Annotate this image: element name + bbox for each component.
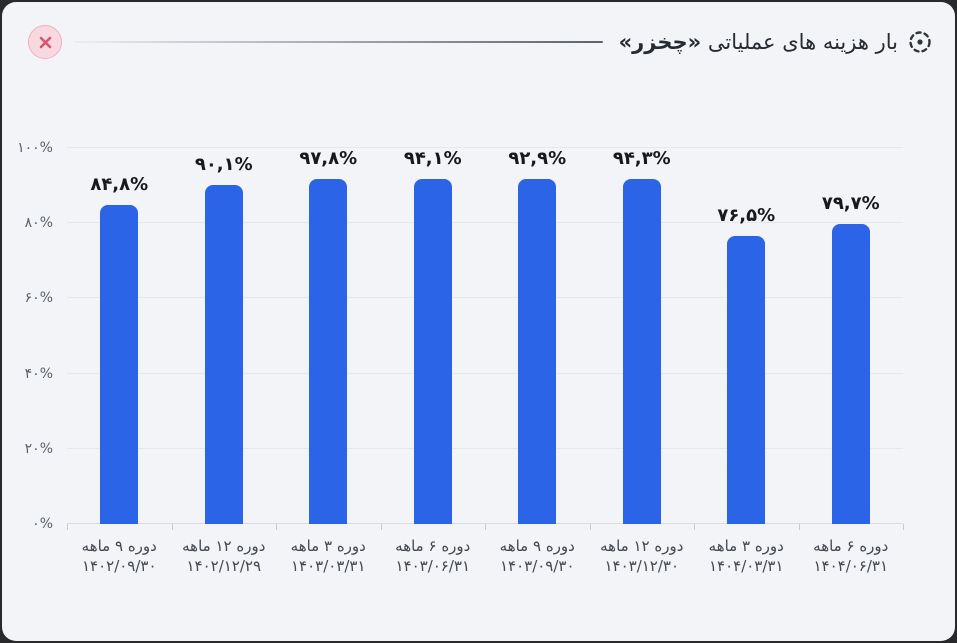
y-axis-label: ۴۰%: [24, 365, 53, 382]
bar-value-label: ۷۶,۵%: [717, 205, 776, 227]
period-label: دوره ۶ ماهه: [813, 537, 889, 555]
gridline: [67, 447, 903, 449]
period-label: دوره ۹ ماهه: [499, 537, 575, 555]
gridline: [67, 222, 903, 224]
bar-value-label: ۷۹,۷%: [821, 193, 880, 215]
bar-column: ۹۴,۳%: [590, 148, 695, 524]
period-label: دوره ۹ ماهه: [81, 537, 157, 555]
date-label: ۱۴۰۳/۱۲/۳۰: [604, 557, 680, 576]
axis-tick: [485, 524, 486, 530]
bar[interactable]: [413, 179, 452, 524]
axis-tick: [694, 524, 695, 530]
x-axis-label: دوره ۹ ماهه ۱۴۰۲/۰۹/۳۰: [67, 536, 172, 577]
date-label: ۱۴۰۳/۰۹/۳۰: [499, 557, 575, 576]
date-label: ۱۴۰۲/۰۹/۳۰: [81, 557, 157, 576]
axis-tick: [798, 524, 800, 530]
y-axis-label: ۲۰%: [24, 440, 53, 457]
bar-value-label: ۸۴,۸%: [90, 174, 149, 196]
period-label: دوره ۶ ماهه: [395, 537, 471, 555]
title-text: بار هزینه های عملیاتی: [707, 30, 898, 54]
bar-column: ۸۴,۸%: [67, 148, 172, 524]
header-divider: [74, 41, 603, 43]
bar-value-label: ۹۴,۳%: [612, 148, 671, 169]
title-ticker: «چخزر»: [618, 30, 702, 54]
x-axis-label: دوره ۳ ماهه ۱۴۰۳/۰۳/۳۱: [276, 536, 381, 577]
period-label: دوره ۱۲ ماهه: [600, 537, 684, 555]
gridline: [67, 297, 903, 299]
y-axis-label: ۰%: [32, 516, 53, 532]
dashed-circle-target-icon: [907, 29, 933, 55]
x-axis-labels: دوره ۹ ماهه ۱۴۰۲/۰۹/۳۰ دوره ۱۲ ماهه ۱۴۰۲/۱۲…: [67, 536, 903, 577]
x-axis-label: دوره ۶ ماهه ۱۴۰۴/۰۶/۳۱: [799, 536, 904, 577]
bar-value-label: ۹۰,۱%: [194, 154, 253, 176]
y-axis-label: ۶۰%: [24, 290, 53, 307]
header: بار هزینه های عملیاتی «چخزر»: [28, 24, 933, 60]
date-label: ۱۴۰۴/۰۳/۳۱: [708, 557, 784, 576]
x-axis-label: دوره ۶ ماهه ۱۴۰۳/۰۶/۳۱: [381, 536, 486, 577]
bar-column: ۹۴,۱%: [381, 148, 486, 524]
period-label: دوره ۱۲ ماهه: [182, 537, 266, 555]
x-axis-label: دوره ۱۲ ماهه ۱۴۰۳/۱۲/۳۰: [590, 536, 695, 577]
axis-tick: [380, 524, 382, 530]
bar[interactable]: [831, 224, 870, 524]
axis-tick: [67, 524, 68, 530]
bar[interactable]: [622, 179, 661, 524]
date-label: ۱۴۰۳/۰۶/۳۱: [395, 557, 471, 576]
date-label: ۱۴۰۲/۱۲/۲۹: [186, 557, 262, 576]
axis-tick: [171, 524, 173, 530]
period-label: دوره ۳ ماهه: [708, 537, 784, 555]
x-axis-line: [67, 523, 903, 524]
bar-column: ۷۹,۷%: [799, 148, 904, 524]
x-axis-label: دوره ۹ ماهه ۱۴۰۳/۰۹/۳۰: [485, 536, 590, 577]
gridline: [67, 147, 903, 148]
date-label: ۱۴۰۴/۰۶/۳۱: [813, 557, 889, 576]
bar-value-label: ۹۷,۸%: [299, 148, 358, 169]
y-axis-label: ۸۰%: [24, 215, 53, 232]
period-label: دوره ۳ ماهه: [290, 537, 366, 555]
page-title: بار هزینه های عملیاتی «چخزر»: [619, 30, 898, 54]
x-axis-label: دوره ۳ ماهه ۱۴۰۴/۰۳/۳۱: [694, 536, 799, 577]
bar[interactable]: [518, 179, 557, 524]
bar-column: ۹۷,۸%: [276, 148, 381, 524]
bar-value-label: ۹۲,۹%: [508, 148, 567, 169]
axis-tick: [903, 524, 904, 530]
bar-column: ۹۲,۹%: [485, 148, 590, 524]
bar[interactable]: [204, 185, 243, 524]
x-axis-label: دوره ۱۲ ماهه ۱۴۰۲/۱۲/۲۹: [172, 536, 277, 577]
axis-tick: [589, 524, 591, 530]
y-axis-label: ۱۰۰%: [17, 140, 53, 156]
date-label: ۱۴۰۳/۰۳/۳۱: [290, 557, 366, 576]
bar-value-label: ۹۴,۱%: [403, 148, 462, 169]
bar-chart: ۰% ۲۰% ۴۰% ۶۰% ۸۰% ۱۰۰% ۸۴,۸% ۹۰,۱% ۹۷,۸% ۹۴,۱% ۹…: [17, 140, 904, 575]
close-button[interactable]: [28, 25, 62, 59]
bars-row: ۸۴,۸% ۹۰,۱% ۹۷,۸% ۹۴,۱% ۹۲,۹% ۹۴,۳% ۷۶,۵% ۷۹,۷%: [67, 148, 903, 524]
gridline: [67, 372, 903, 374]
bar[interactable]: [309, 179, 348, 524]
axis-tick: [276, 524, 277, 530]
bar-column: ۹۰,۱%: [172, 148, 277, 524]
bar[interactable]: [100, 205, 139, 524]
close-icon: [39, 36, 51, 48]
bar-column: ۷۶,۵%: [694, 148, 799, 524]
bar[interactable]: [727, 236, 766, 524]
